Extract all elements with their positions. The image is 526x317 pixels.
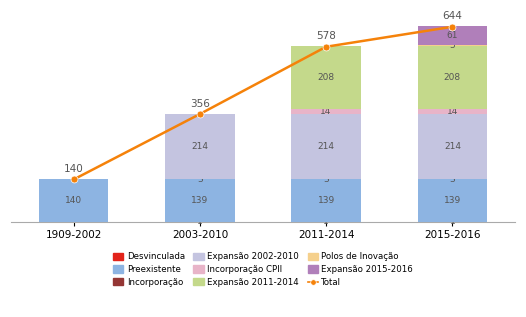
- Bar: [291, 179, 361, 222]
- Text: 140: 140: [65, 196, 82, 205]
- Bar: [39, 179, 108, 222]
- Text: 3: 3: [323, 175, 329, 184]
- Bar: [418, 26, 487, 45]
- Text: 3: 3: [450, 175, 455, 184]
- Text: 5: 5: [450, 41, 455, 50]
- Text: 214: 214: [191, 142, 208, 151]
- Bar: [418, 178, 487, 179]
- Text: 139: 139: [191, 196, 208, 205]
- Text: 14: 14: [447, 107, 458, 116]
- Text: 14: 14: [320, 107, 332, 116]
- Bar: [291, 109, 361, 114]
- Bar: [165, 179, 235, 222]
- Text: 1: 1: [323, 217, 329, 226]
- Bar: [291, 47, 361, 109]
- Text: 61: 61: [447, 31, 458, 40]
- Text: 3: 3: [197, 175, 203, 184]
- Text: 356: 356: [190, 99, 210, 108]
- Text: 140: 140: [64, 164, 84, 174]
- Text: 139: 139: [444, 196, 461, 205]
- Text: 139: 139: [318, 196, 335, 205]
- Bar: [291, 178, 361, 179]
- Bar: [165, 114, 235, 178]
- Bar: [418, 45, 487, 47]
- Text: 1: 1: [450, 217, 455, 226]
- Text: 214: 214: [444, 142, 461, 151]
- Bar: [165, 178, 235, 179]
- Bar: [418, 109, 487, 114]
- Text: 1: 1: [197, 217, 203, 226]
- Bar: [291, 114, 361, 178]
- Text: 578: 578: [316, 31, 336, 41]
- Bar: [418, 114, 487, 178]
- Text: 214: 214: [318, 142, 335, 151]
- Text: 208: 208: [444, 74, 461, 82]
- Text: 644: 644: [442, 11, 462, 21]
- Legend: Desvinculada, Preexistente, Incorporação, Expansão 2002-2010, Incorporação CPII,: Desvinculada, Preexistente, Incorporação…: [109, 249, 417, 290]
- Text: 208: 208: [318, 74, 335, 82]
- Bar: [418, 47, 487, 109]
- Bar: [418, 179, 487, 222]
